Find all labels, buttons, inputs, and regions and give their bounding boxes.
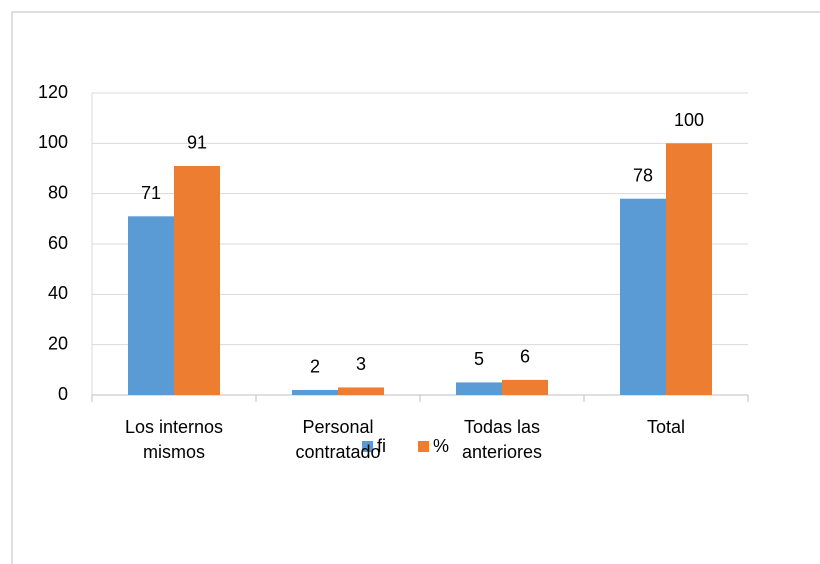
legend-swatch <box>418 441 429 452</box>
y-tick-label: 0 <box>58 384 68 404</box>
x-tick-label: Total <box>646 417 686 437</box>
bar <box>174 165 220 395</box>
chart-border <box>11 11 820 564</box>
y-tick-label: 40 <box>48 283 68 303</box>
bar <box>502 379 548 395</box>
bar <box>338 387 384 395</box>
y-tick-label: 60 <box>48 233 68 253</box>
data-label: 100 <box>674 110 704 130</box>
data-label: 91 <box>187 133 207 153</box>
bar <box>620 198 666 395</box>
y-tick-label: 120 <box>38 82 68 102</box>
y-tick-label: 100 <box>38 132 68 152</box>
data-label: 6 <box>520 347 530 367</box>
data-label: 2 <box>310 357 320 377</box>
y-tick-label: 80 <box>48 182 68 202</box>
legend-label: fi <box>377 436 386 456</box>
bar <box>456 382 502 395</box>
data-label: 3 <box>356 354 366 374</box>
y-tick-label: 20 <box>48 333 68 353</box>
bar <box>292 389 338 395</box>
legend-label: % <box>433 436 449 456</box>
x-tick-label: Todas las anteriores <box>461 417 543 462</box>
data-label: 78 <box>633 165 653 185</box>
x-tick-label: Los internos mismos <box>124 417 224 462</box>
data-label: 5 <box>474 349 484 369</box>
legend-swatch <box>362 441 373 452</box>
data-label: 71 <box>141 183 161 203</box>
bar <box>666 143 712 395</box>
x-tick-label: Personal contratado <box>295 417 381 462</box>
bar <box>128 216 174 395</box>
